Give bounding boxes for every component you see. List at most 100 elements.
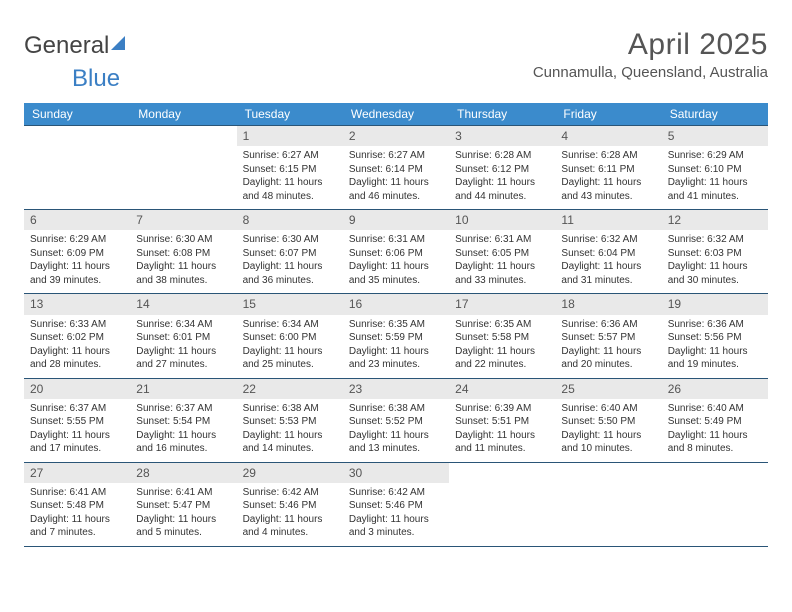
day-body: Sunrise: 6:38 AMSunset: 5:52 PMDaylight:…: [343, 399, 449, 462]
daylight-line: Daylight: 11 hours and 4 minutes.: [243, 513, 337, 540]
daylight-line: Daylight: 11 hours and 11 minutes.: [455, 429, 549, 456]
daylight-line: Daylight: 11 hours and 16 minutes.: [136, 429, 230, 456]
day-number: 23: [343, 379, 449, 399]
day-number: 10: [449, 210, 555, 230]
day-number-empty: [662, 463, 768, 483]
day-number: 7: [130, 210, 236, 230]
daylight-line: Daylight: 11 hours and 36 minutes.: [243, 260, 337, 287]
day-body: Sunrise: 6:40 AMSunset: 5:49 PMDaylight:…: [662, 399, 768, 462]
day-number-empty: [130, 126, 236, 146]
day-body: Sunrise: 6:32 AMSunset: 6:03 PMDaylight:…: [662, 230, 768, 293]
day-body: Sunrise: 6:36 AMSunset: 5:56 PMDaylight:…: [662, 315, 768, 378]
day-cell-22: 22Sunrise: 6:38 AMSunset: 5:53 PMDayligh…: [237, 379, 343, 462]
day-body: Sunrise: 6:37 AMSunset: 5:55 PMDaylight:…: [24, 399, 130, 462]
day-body: Sunrise: 6:36 AMSunset: 5:57 PMDaylight:…: [555, 315, 661, 378]
daylight-line: Daylight: 11 hours and 5 minutes.: [136, 513, 230, 540]
sunrise-line: Sunrise: 6:32 AM: [561, 233, 655, 247]
day-cell-empty: [24, 126, 130, 209]
day-number: 17: [449, 294, 555, 314]
sunrise-line: Sunrise: 6:41 AM: [30, 486, 124, 500]
sunrise-line: Sunrise: 6:38 AM: [243, 402, 337, 416]
location-label: Cunnamulla, Queensland, Australia: [533, 64, 768, 81]
sunrise-line: Sunrise: 6:42 AM: [349, 486, 443, 500]
day-cell-12: 12Sunrise: 6:32 AMSunset: 6:03 PMDayligh…: [662, 210, 768, 293]
sunset-line: Sunset: 6:03 PM: [668, 247, 762, 261]
day-cell-10: 10Sunrise: 6:31 AMSunset: 6:05 PMDayligh…: [449, 210, 555, 293]
day-body: Sunrise: 6:30 AMSunset: 6:07 PMDaylight:…: [237, 230, 343, 293]
brand-logo: General: [24, 28, 125, 60]
page-title: April 2025: [533, 28, 768, 62]
daylight-line: Daylight: 11 hours and 23 minutes.: [349, 345, 443, 372]
day-body: Sunrise: 6:34 AMSunset: 6:00 PMDaylight:…: [237, 315, 343, 378]
day-number: 1: [237, 126, 343, 146]
day-number: 27: [24, 463, 130, 483]
daylight-line: Daylight: 11 hours and 35 minutes.: [349, 260, 443, 287]
sunset-line: Sunset: 5:53 PM: [243, 415, 337, 429]
day-number: 12: [662, 210, 768, 230]
day-cell-15: 15Sunrise: 6:34 AMSunset: 6:00 PMDayligh…: [237, 294, 343, 377]
dow-saturday: Saturday: [662, 103, 768, 125]
daylight-line: Daylight: 11 hours and 20 minutes.: [561, 345, 655, 372]
day-body: Sunrise: 6:27 AMSunset: 6:14 PMDaylight:…: [343, 146, 449, 209]
sunrise-line: Sunrise: 6:31 AM: [349, 233, 443, 247]
daylight-line: Daylight: 11 hours and 46 minutes.: [349, 176, 443, 203]
day-body: Sunrise: 6:42 AMSunset: 5:46 PMDaylight:…: [237, 483, 343, 546]
sunset-line: Sunset: 5:54 PM: [136, 415, 230, 429]
sunrise-line: Sunrise: 6:37 AM: [136, 402, 230, 416]
daylight-line: Daylight: 11 hours and 14 minutes.: [243, 429, 337, 456]
day-number: 16: [343, 294, 449, 314]
daylight-line: Daylight: 11 hours and 28 minutes.: [30, 345, 124, 372]
day-body: Sunrise: 6:29 AMSunset: 6:09 PMDaylight:…: [24, 230, 130, 293]
sunrise-line: Sunrise: 6:36 AM: [668, 318, 762, 332]
sail-icon: [111, 36, 125, 50]
week-row: 20Sunrise: 6:37 AMSunset: 5:55 PMDayligh…: [24, 378, 768, 462]
sunset-line: Sunset: 6:00 PM: [243, 331, 337, 345]
sunrise-line: Sunrise: 6:32 AM: [668, 233, 762, 247]
dow-tuesday: Tuesday: [237, 103, 343, 125]
dow-wednesday: Wednesday: [343, 103, 449, 125]
sunset-line: Sunset: 5:59 PM: [349, 331, 443, 345]
daylight-line: Daylight: 11 hours and 33 minutes.: [455, 260, 549, 287]
day-number-empty: [555, 463, 661, 483]
day-number: 30: [343, 463, 449, 483]
day-cell-17: 17Sunrise: 6:35 AMSunset: 5:58 PMDayligh…: [449, 294, 555, 377]
dow-sunday: Sunday: [24, 103, 130, 125]
daylight-line: Daylight: 11 hours and 19 minutes.: [668, 345, 762, 372]
weeks-container: 1Sunrise: 6:27 AMSunset: 6:15 PMDaylight…: [24, 125, 768, 546]
day-number: 2: [343, 126, 449, 146]
daylight-line: Daylight: 11 hours and 13 minutes.: [349, 429, 443, 456]
day-number-empty: [24, 126, 130, 146]
day-cell-5: 5Sunrise: 6:29 AMSunset: 6:10 PMDaylight…: [662, 126, 768, 209]
sunrise-line: Sunrise: 6:27 AM: [243, 149, 337, 163]
sunrise-line: Sunrise: 6:40 AM: [561, 402, 655, 416]
sunset-line: Sunset: 6:09 PM: [30, 247, 124, 261]
day-of-week-header: SundayMondayTuesdayWednesdayThursdayFrid…: [24, 103, 768, 125]
day-number: 3: [449, 126, 555, 146]
daylight-line: Daylight: 11 hours and 27 minutes.: [136, 345, 230, 372]
sunset-line: Sunset: 6:10 PM: [668, 163, 762, 177]
sunrise-line: Sunrise: 6:38 AM: [349, 402, 443, 416]
day-body: Sunrise: 6:31 AMSunset: 6:06 PMDaylight:…: [343, 230, 449, 293]
sunrise-line: Sunrise: 6:40 AM: [668, 402, 762, 416]
day-cell-16: 16Sunrise: 6:35 AMSunset: 5:59 PMDayligh…: [343, 294, 449, 377]
day-cell-empty: [449, 463, 555, 546]
sunrise-line: Sunrise: 6:28 AM: [561, 149, 655, 163]
brand-word-1: General: [24, 32, 109, 60]
daylight-line: Daylight: 11 hours and 48 minutes.: [243, 176, 337, 203]
sunrise-line: Sunrise: 6:35 AM: [455, 318, 549, 332]
day-number: 14: [130, 294, 236, 314]
day-body: Sunrise: 6:30 AMSunset: 6:08 PMDaylight:…: [130, 230, 236, 293]
sunrise-line: Sunrise: 6:29 AM: [30, 233, 124, 247]
day-number: 26: [662, 379, 768, 399]
sunset-line: Sunset: 5:48 PM: [30, 499, 124, 513]
day-body: Sunrise: 6:27 AMSunset: 6:15 PMDaylight:…: [237, 146, 343, 209]
dow-thursday: Thursday: [449, 103, 555, 125]
day-number: 8: [237, 210, 343, 230]
sunset-line: Sunset: 6:01 PM: [136, 331, 230, 345]
sunset-line: Sunset: 5:55 PM: [30, 415, 124, 429]
day-number: 19: [662, 294, 768, 314]
day-cell-29: 29Sunrise: 6:42 AMSunset: 5:46 PMDayligh…: [237, 463, 343, 546]
day-body: Sunrise: 6:41 AMSunset: 5:48 PMDaylight:…: [24, 483, 130, 546]
sunrise-line: Sunrise: 6:27 AM: [349, 149, 443, 163]
week-row: 27Sunrise: 6:41 AMSunset: 5:48 PMDayligh…: [24, 462, 768, 546]
